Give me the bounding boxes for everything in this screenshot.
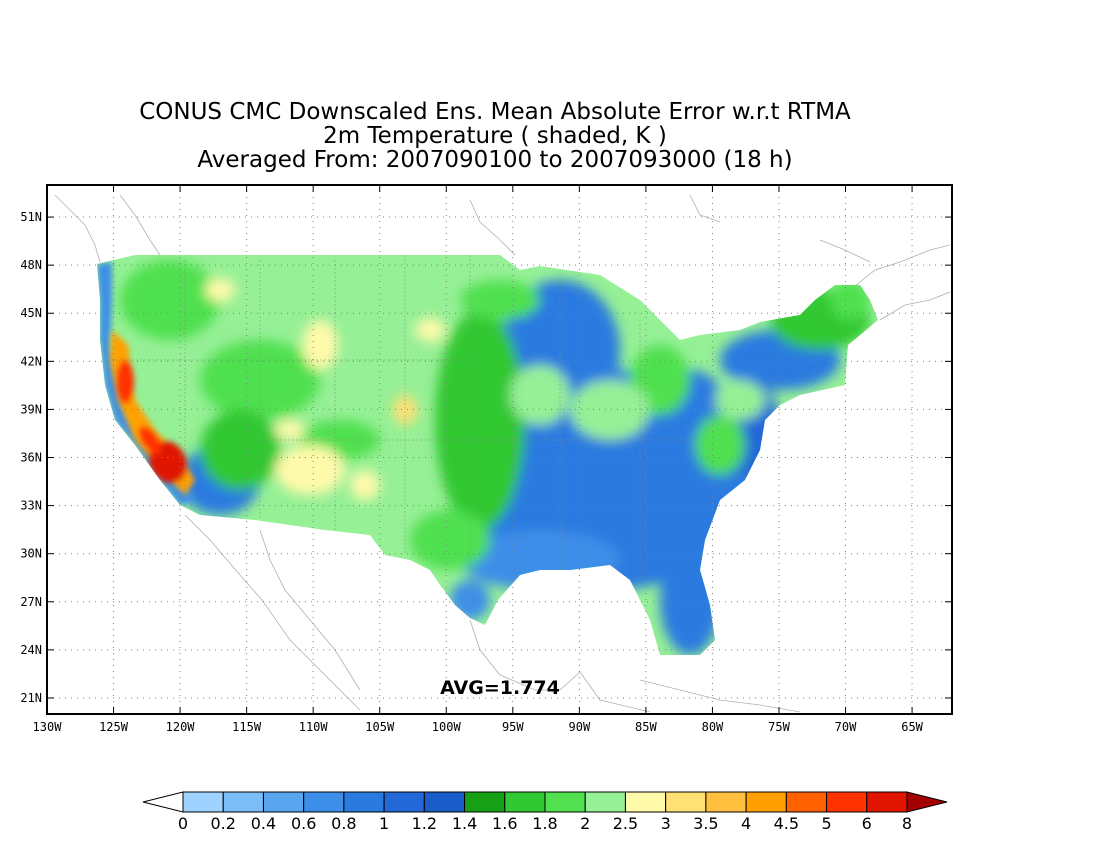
colorbar-box bbox=[785, 791, 828, 813]
colorbar-level-label: 0.6 bbox=[291, 814, 316, 833]
colorbar-level-label: 8 bbox=[902, 814, 912, 833]
lon-label: 70W bbox=[835, 720, 857, 734]
lon-label: 90W bbox=[569, 720, 591, 734]
colorbar-level-label: 0.4 bbox=[251, 814, 276, 833]
lon-label: 120W bbox=[166, 720, 196, 734]
colorbar-box bbox=[705, 791, 747, 813]
lat-label: 42N bbox=[20, 354, 42, 368]
colorbar-box bbox=[343, 791, 385, 813]
lat-label: 45N bbox=[20, 306, 42, 320]
colorbar-level-label: 3 bbox=[661, 814, 671, 833]
lat-label: 51N bbox=[20, 210, 42, 224]
colorbar-box bbox=[745, 791, 787, 813]
colorbar-box bbox=[222, 791, 264, 813]
colorbar-level-label: 0 bbox=[178, 814, 188, 833]
colorbar-box bbox=[584, 791, 626, 813]
map-frame bbox=[46, 184, 953, 715]
colorbar-over-triangle bbox=[906, 791, 948, 813]
lat-label: 33N bbox=[20, 499, 42, 513]
colorbar-level-label: 1.2 bbox=[412, 814, 437, 833]
colorbar-box bbox=[262, 791, 305, 813]
colorbar-under-triangle bbox=[142, 791, 184, 813]
lon-label: 95W bbox=[502, 720, 524, 734]
lon-label: 85W bbox=[635, 720, 657, 734]
lat-label: 30N bbox=[20, 547, 42, 561]
colorbar-box bbox=[624, 791, 667, 813]
colorbar-box bbox=[504, 791, 546, 813]
avg-label: AVG=1.774 bbox=[440, 677, 560, 699]
colorbar-box bbox=[665, 791, 707, 813]
chart-title: CONUS CMC Downscaled Ens. Mean Absolute … bbox=[0, 100, 990, 172]
colorbar-level-label: 4 bbox=[741, 814, 751, 833]
state-boundaries bbox=[100, 255, 700, 610]
axis-ticks bbox=[46, 185, 952, 714]
lat-label: 21N bbox=[20, 691, 42, 705]
lat-label: 24N bbox=[20, 643, 42, 657]
lon-label: 65W bbox=[901, 720, 923, 734]
colorbar-level-label: 0.2 bbox=[210, 814, 235, 833]
colorbar-level-label: 1 bbox=[379, 814, 389, 833]
lat-label: 27N bbox=[20, 595, 42, 609]
colorbar-box bbox=[423, 791, 466, 813]
colorbar-level-label: 4.5 bbox=[774, 814, 799, 833]
colorbar-labels: 0 0.2 0.4 0.6 0.8 1 1.2 1.4 1.6 1.8 2 2.5 3 3.5 4 4.5 5 6… bbox=[178, 814, 912, 833]
lat-label: 39N bbox=[20, 402, 42, 416]
colorbar-box bbox=[182, 791, 224, 813]
title-line-1: CONUS CMC Downscaled Ens. Mean Absolute … bbox=[139, 99, 851, 125]
colorbar-box bbox=[383, 791, 425, 813]
colorbar-level-label: 2.5 bbox=[613, 814, 638, 833]
colorbar-level-label: 6 bbox=[862, 814, 872, 833]
lon-label: 110W bbox=[299, 720, 329, 734]
colorbar-level-label: 5 bbox=[821, 814, 831, 833]
lat-label: 36N bbox=[20, 451, 42, 465]
colorbar-level-label: 1.4 bbox=[452, 814, 477, 833]
title-line-2: 2m Temperature ( shaded, K ) bbox=[323, 123, 667, 149]
colorbar-box bbox=[826, 791, 868, 813]
colorbar bbox=[142, 791, 948, 813]
lat-lon-grid bbox=[47, 185, 952, 714]
colorbar-level-label: 1.6 bbox=[492, 814, 517, 833]
lon-label: 75W bbox=[768, 720, 790, 734]
lon-label: 105W bbox=[365, 720, 395, 734]
lon-label: 80W bbox=[702, 720, 724, 734]
lon-label: 100W bbox=[432, 720, 462, 734]
latitude-labels: 51N 48N 45N 42N 39N 36N 33N 30N 27N 24N 21N bbox=[20, 210, 42, 705]
lon-label: 130W bbox=[33, 720, 63, 734]
lon-label: 125W bbox=[99, 720, 129, 734]
colorbar-box bbox=[544, 791, 586, 813]
colorbar-box bbox=[464, 791, 506, 813]
coastline-outlines bbox=[54, 194, 951, 713]
colorbar-box bbox=[303, 791, 345, 813]
title-line-3: Averaged From: 2007090100 to 2007093000 … bbox=[197, 147, 793, 173]
colorbar-level-label: 0.8 bbox=[331, 814, 356, 833]
colorbar-level-label: 1.8 bbox=[532, 814, 557, 833]
colorbar-level-label: 2 bbox=[580, 814, 590, 833]
lon-label: 115W bbox=[232, 720, 262, 734]
lat-label: 48N bbox=[20, 258, 42, 272]
longitude-labels: 130W 125W 120W 115W 110W 105W 100W 95W 90W 85W 80W… bbox=[33, 720, 924, 734]
colorbar-level-label: 3.5 bbox=[693, 814, 718, 833]
colorbar-box bbox=[866, 791, 908, 813]
